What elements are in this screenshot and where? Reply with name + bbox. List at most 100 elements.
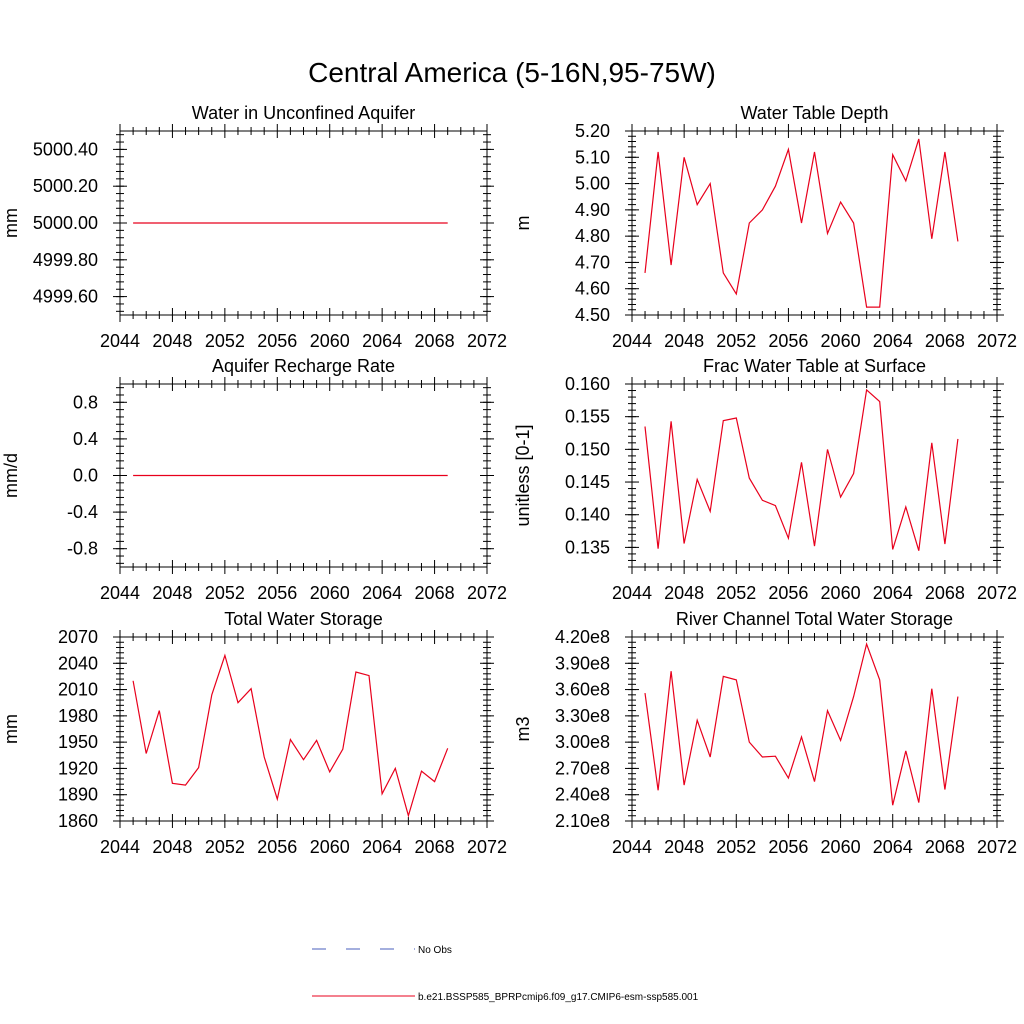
x-tick-label: 2056 <box>768 583 808 603</box>
x-tick-label: 2060 <box>310 331 350 351</box>
x-tick-label: 2064 <box>873 837 913 857</box>
x-tick-label: 2064 <box>362 837 402 857</box>
x-tick-label: 2068 <box>415 837 455 857</box>
y-tick-label: 2010 <box>58 680 98 700</box>
y-tick-label: 4.20e8 <box>555 627 610 647</box>
legend-label: b.e21.BSSP585_BPRPcmip6.f09_g17.CMIP6-es… <box>418 992 699 1003</box>
y-tick-label: 2070 <box>58 627 98 647</box>
legend-label: No Obs <box>418 945 452 956</box>
x-tick-label: 2064 <box>362 331 402 351</box>
x-tick-label: 2052 <box>205 837 245 857</box>
y-tick-label: 2040 <box>58 653 98 673</box>
x-tick-label: 2048 <box>664 837 704 857</box>
legend: No Obs b.e21.BSSP585_BPRPcmip6.f09_g17.CM… <box>312 945 699 1003</box>
x-tick-label: 2048 <box>664 583 704 603</box>
x-tick-label: 2052 <box>716 331 756 351</box>
x-tick-label: 2052 <box>716 583 756 603</box>
y-axis-label: unitless [0-1] <box>513 424 533 526</box>
y-tick-label: 3.90e8 <box>555 653 610 673</box>
x-tick-label: 2060 <box>821 331 861 351</box>
x-tick-label: 2064 <box>873 583 913 603</box>
x-tick-label: 2068 <box>415 583 455 603</box>
y-tick-label: 0.150 <box>565 439 610 459</box>
x-tick-label: 2060 <box>821 837 861 857</box>
panel-title: Frac Water Table at Surface <box>703 356 926 376</box>
y-axis-label: m <box>513 216 533 231</box>
x-tick-label: 2068 <box>925 837 965 857</box>
y-tick-label: 3.60e8 <box>555 680 610 700</box>
y-axis-label: mm/d <box>1 453 21 498</box>
y-axis-label: mm <box>1 714 21 744</box>
y-tick-label: 0.155 <box>565 407 610 427</box>
x-tick-label: 2048 <box>152 331 192 351</box>
x-tick-label: 2044 <box>100 583 140 603</box>
y-tick-label: 1950 <box>58 732 98 752</box>
x-tick-label: 2048 <box>152 583 192 603</box>
x-tick-label: 2044 <box>612 583 652 603</box>
x-tick-label: 2072 <box>977 583 1017 603</box>
y-tick-label: 4.70 <box>575 252 610 272</box>
panels: Water in Unconfined Aquifer mm 2044 2048 205… <box>1 103 1017 857</box>
y-tick-label: 4.90 <box>575 200 610 220</box>
y-tick-label: 5.00 <box>575 174 610 194</box>
plot-frame <box>631 383 998 568</box>
panel-title: River Channel Total Water Storage <box>676 609 953 629</box>
y-tick-label: 4.80 <box>575 226 610 246</box>
y-tick-label: -0.8 <box>67 539 98 559</box>
x-tick-label: 2052 <box>205 583 245 603</box>
x-tick-label: 2048 <box>664 331 704 351</box>
x-tick-label: 2056 <box>768 837 808 857</box>
plot-frame <box>631 130 998 316</box>
y-tick-label: 0.8 <box>73 392 98 412</box>
x-tick-label: 2064 <box>362 583 402 603</box>
y-tick-label: 1860 <box>58 811 98 831</box>
x-tick-label: 2060 <box>310 583 350 603</box>
y-tick-label: 0.140 <box>565 505 610 525</box>
x-tick-label: 2044 <box>612 837 652 857</box>
x-tick-label: 2048 <box>152 837 192 857</box>
y-tick-label: 2.10e8 <box>555 811 610 831</box>
y-tick-label: 2.70e8 <box>555 758 610 778</box>
x-tick-label: 2068 <box>415 331 455 351</box>
x-tick-label: 2056 <box>257 837 297 857</box>
panel-title: Water Table Depth <box>740 103 888 123</box>
x-tick-label: 2072 <box>977 331 1017 351</box>
series-line <box>132 653 449 818</box>
x-tick-label: 2056 <box>257 583 297 603</box>
x-tick-label: 2068 <box>925 583 965 603</box>
panel-3: Aquifer Recharge Rate mm/d 2044 2048 2052 205… <box>1 356 507 603</box>
x-tick-label: 2056 <box>257 331 297 351</box>
y-tick-label: 1920 <box>58 758 98 778</box>
y-tick-label: 1980 <box>58 706 98 726</box>
panel-title: Total Water Storage <box>224 609 382 629</box>
x-tick-label: 2060 <box>310 837 350 857</box>
x-tick-label: 2052 <box>205 331 245 351</box>
y-tick-label: 3.00e8 <box>555 732 610 752</box>
y-tick-label: 4999.80 <box>33 250 98 270</box>
series-line <box>644 388 959 551</box>
y-tick-label: 4.50 <box>575 305 610 325</box>
y-tick-label: 5000.00 <box>33 213 98 233</box>
y-axis-label: mm <box>1 208 21 238</box>
panel-title: Water in Unconfined Aquifer <box>192 103 415 123</box>
plot-frame <box>631 636 998 822</box>
x-tick-label: 2068 <box>925 331 965 351</box>
x-tick-label: 2072 <box>977 837 1017 857</box>
panel-4: Frac Water Table at Surface unitless [0-1… <box>513 356 1017 603</box>
y-tick-label: 1890 <box>58 785 98 805</box>
x-tick-label: 2064 <box>873 331 913 351</box>
y-tick-label: 5.10 <box>575 147 610 167</box>
y-tick-label: 5000.40 <box>33 139 98 159</box>
panel-1: Water in Unconfined Aquifer mm 2044 2048 205… <box>1 103 507 351</box>
series-line <box>644 641 959 806</box>
y-tick-label: 0.0 <box>73 466 98 486</box>
y-tick-label: 4.60 <box>575 279 610 299</box>
x-tick-label: 2060 <box>821 583 861 603</box>
x-tick-label: 2072 <box>467 837 507 857</box>
x-tick-label: 2056 <box>768 331 808 351</box>
x-tick-label: 2044 <box>612 331 652 351</box>
panel-2: Water Table Depth m 2044 2048 2052 2056 2060 20… <box>513 103 1017 351</box>
y-tick-label: 5000.20 <box>33 176 98 196</box>
